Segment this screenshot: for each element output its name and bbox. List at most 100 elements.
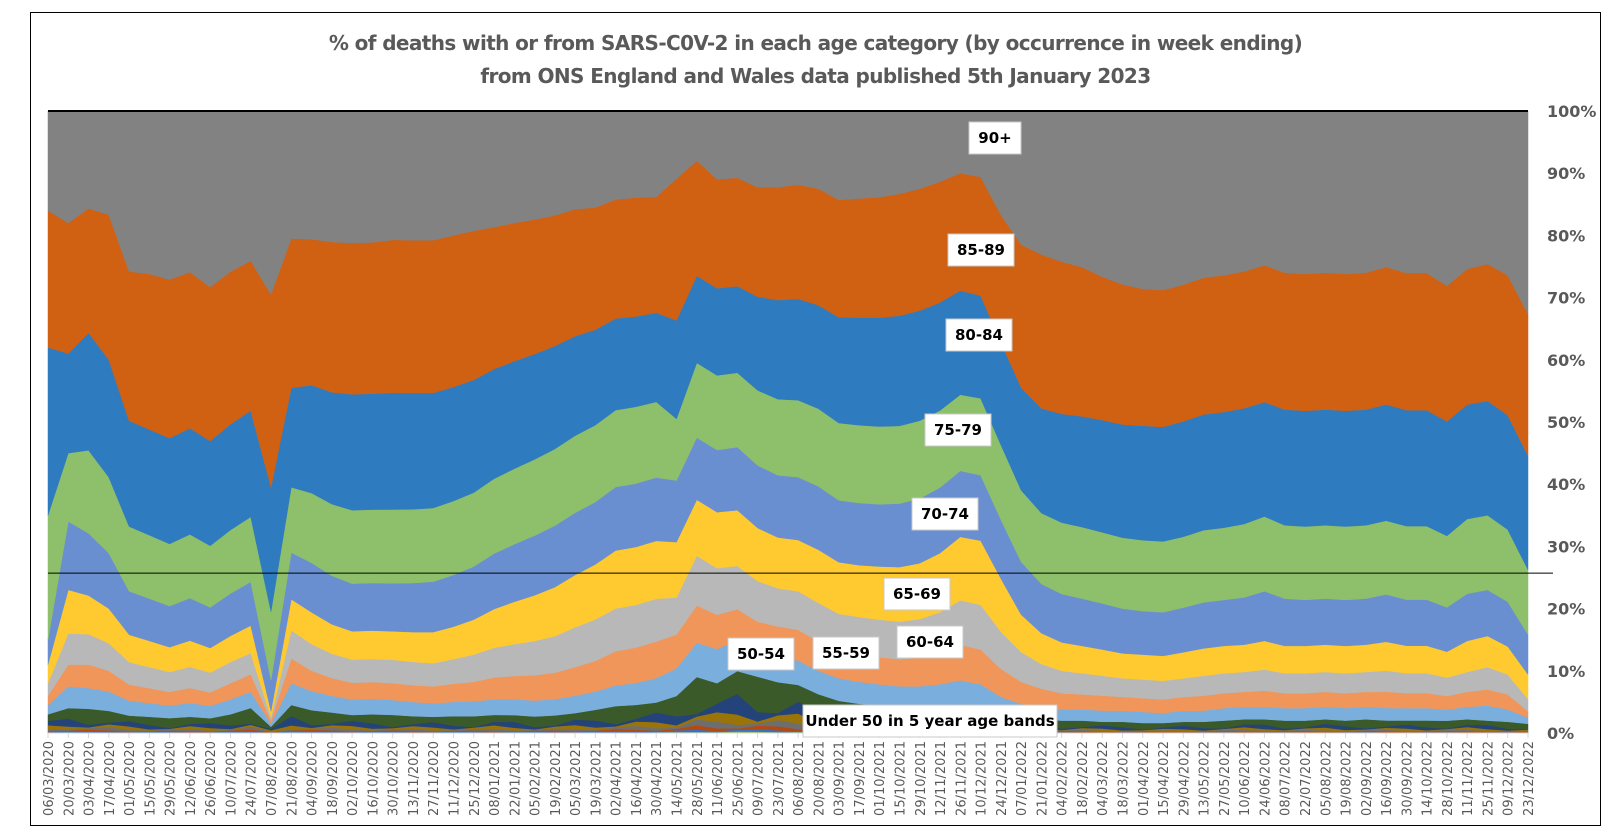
series-label-box — [945, 318, 1013, 352]
series-label-box — [968, 121, 1022, 155]
series-label: 65-69 — [883, 577, 951, 611]
x-tick-label: 12/06/2020 — [184, 741, 199, 816]
y-tick-label: 0% — [1547, 724, 1574, 743]
x-tick-label: 18/03/2022 — [1117, 741, 1132, 816]
x-tick-label: 15/10/2021 — [894, 741, 909, 816]
x-tick-label: 09/12/2022 — [1502, 741, 1517, 816]
series-label: 80-84 — [945, 318, 1013, 352]
x-tick-label: 21/08/2020 — [285, 741, 300, 816]
x-tick-label: 18/09/2020 — [326, 741, 341, 816]
x-tick-label: 17/09/2021 — [853, 741, 868, 816]
series-label: 60-64 — [896, 625, 964, 659]
x-tick-label: 14/10/2022 — [1421, 741, 1436, 816]
area-under-50-subband — [48, 729, 1528, 733]
series-label-text: 55-59 — [822, 644, 870, 662]
x-tick-label: 03/04/2020 — [83, 741, 98, 816]
area-layers — [47, 110, 1529, 734]
x-tick-label: 28/10/2022 — [1441, 741, 1456, 816]
series-label-box — [911, 497, 979, 531]
area-under-50-subband — [48, 725, 1528, 733]
series-label: 50-54 — [727, 637, 795, 671]
x-tick-label: 03/09/2021 — [833, 741, 848, 816]
series-label-text: 65-69 — [893, 585, 941, 603]
series-label: 90+ — [968, 121, 1022, 155]
x-tick-label: 16/10/2020 — [366, 741, 381, 816]
x-axis: 06/03/2020 20/03/2020 03/04/2020 17/04/2020… — [42, 732, 1537, 816]
x-tick-label: 29/05/2020 — [164, 741, 179, 816]
x-tick-label: 30/09/2022 — [1400, 741, 1415, 816]
series-label-text: 60-64 — [906, 633, 954, 651]
x-tick-label: 05/02/2021 — [529, 741, 544, 816]
x-tick-label: 16/04/2021 — [630, 741, 645, 816]
series-label-text: 80-84 — [955, 326, 1003, 344]
x-tick-label: 15/04/2022 — [1157, 741, 1172, 816]
x-tick-label: 19/02/2021 — [549, 741, 564, 816]
x-tick-label: 24/06/2022 — [1258, 741, 1273, 816]
series-label-text: 85-89 — [957, 241, 1005, 259]
x-tick-label: 29/04/2022 — [1177, 741, 1192, 816]
series-label-text: 90+ — [978, 129, 1011, 147]
series-label-box — [883, 577, 951, 611]
x-tick-label: 02/04/2021 — [610, 741, 625, 816]
x-tick-label: 04/02/2022 — [1056, 741, 1071, 816]
x-tick-label: 17/04/2020 — [103, 741, 118, 816]
x-tick-label: 29/10/2021 — [914, 741, 929, 816]
x-tick-label: 22/01/2021 — [508, 741, 523, 816]
series-label-box — [924, 413, 992, 447]
y-tick-label: 100% — [1547, 102, 1596, 121]
series-label-text: 50-54 — [737, 645, 785, 663]
x-tick-label: 02/10/2020 — [346, 741, 361, 816]
y-tick-label: 90% — [1547, 164, 1585, 183]
x-tick-label: 24/12/2021 — [995, 741, 1010, 816]
x-tick-label: 06/08/2021 — [792, 741, 807, 816]
x-tick-label: 19/03/2021 — [589, 741, 604, 816]
x-tick-label: 04/03/2022 — [1096, 741, 1111, 816]
x-tick-label: 13/05/2022 — [1198, 741, 1213, 816]
x-tick-label: 10/07/2020 — [224, 741, 239, 816]
x-tick-label: 01/05/2020 — [123, 741, 138, 816]
x-tick-label: 30/10/2020 — [387, 741, 402, 816]
y-tick-label: 80% — [1547, 226, 1585, 245]
x-tick-label: 05/03/2021 — [569, 741, 584, 816]
series-label-box — [812, 636, 880, 670]
x-tick-label: 25/12/2020 — [468, 741, 483, 816]
x-tick-label: 16/09/2022 — [1380, 741, 1395, 816]
y-tick-label: 50% — [1547, 413, 1585, 432]
series-label-box — [727, 637, 795, 671]
y-tick-label: 30% — [1547, 537, 1585, 556]
x-tick-label: 01/04/2022 — [1137, 741, 1152, 816]
series-label-text: 70-74 — [921, 505, 969, 523]
x-tick-label: 02/09/2022 — [1360, 741, 1375, 816]
series-labels: 90+ 85-89 80-84 75-79 70-74 65-69 60-64 55-59 50… — [727, 121, 1058, 738]
y-tick-label: 10% — [1547, 662, 1585, 681]
x-tick-label: 23/07/2021 — [772, 741, 787, 816]
x-tick-label: 11/11/2022 — [1461, 741, 1476, 816]
x-tick-label: 26/06/2020 — [204, 741, 219, 816]
area-under-50-subband — [48, 694, 1528, 733]
x-tick-label: 15/05/2020 — [143, 741, 158, 816]
x-tick-label: 21/01/2022 — [1035, 741, 1050, 816]
series-label: Under 50 in 5 year age bands — [802, 704, 1058, 738]
x-tick-label: 13/11/2020 — [407, 741, 422, 816]
x-tick-label: 07/08/2020 — [265, 741, 280, 816]
x-tick-label: 20/08/2021 — [812, 741, 827, 816]
x-tick-label: 25/11/2022 — [1481, 741, 1496, 816]
x-tick-label: 11/12/2020 — [447, 741, 462, 816]
series-label: 55-59 — [812, 636, 880, 670]
x-tick-label: 14/05/2021 — [670, 741, 685, 816]
chart-title: % of deaths with or from SARS-C0V-2 in e… — [328, 31, 1303, 55]
x-tick-label: 22/07/2022 — [1299, 741, 1314, 816]
y-tick-label: 60% — [1547, 351, 1585, 370]
x-tick-label: 24/07/2020 — [245, 741, 260, 816]
x-tick-label: 28/05/2021 — [691, 741, 706, 816]
x-tick-label: 27/05/2022 — [1218, 741, 1233, 816]
x-tick-label: 20/03/2020 — [62, 741, 77, 816]
x-tick-label: 09/07/2021 — [752, 741, 767, 816]
x-tick-label: 26/11/2021 — [954, 741, 969, 816]
series-label: 70-74 — [911, 497, 979, 531]
x-tick-label: 10/06/2022 — [1238, 741, 1253, 816]
x-tick-label: 04/09/2020 — [306, 741, 321, 816]
x-tick-label: 12/11/2021 — [934, 741, 949, 816]
y-tick-label: 20% — [1547, 600, 1585, 619]
x-tick-label: 01/10/2021 — [873, 741, 888, 816]
